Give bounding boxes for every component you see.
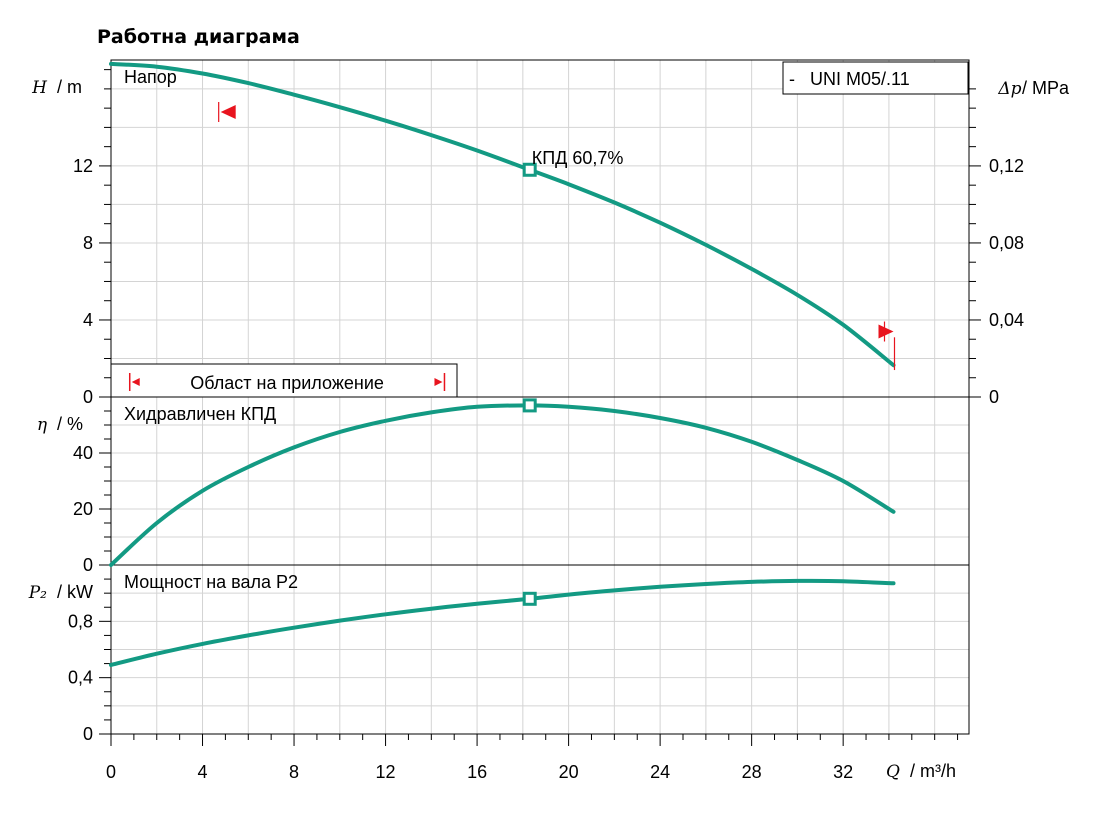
- y-tick-label: 20: [73, 499, 93, 519]
- y-axis-symbol: P₂: [28, 583, 47, 603]
- right-y-tick-label: 0,12: [989, 156, 1024, 176]
- legend-label: - UNI M05/.11: [789, 69, 910, 89]
- range-start-arrow: [131, 378, 140, 386]
- right-y-tick-label: 0,04: [989, 310, 1024, 330]
- duty-point-marker: [522, 162, 537, 177]
- panel-title: Напор: [124, 67, 177, 87]
- power-curve: [109, 578, 896, 667]
- right-y-tick-label: 0: [989, 387, 999, 407]
- page-title: Работна диаграма: [97, 26, 300, 48]
- y-axis-symbol: H: [31, 78, 48, 98]
- x-tick-label: 24: [650, 762, 670, 782]
- x-axis-unit: / m³/h: [910, 761, 956, 781]
- right-axis-symbol: Δp: [997, 79, 1021, 99]
- y-tick-label: 0: [83, 387, 93, 407]
- legend-box: [782, 61, 969, 95]
- operating-range-box: [110, 363, 458, 398]
- duty-point-marker: [522, 591, 537, 606]
- y-tick-label: 0: [83, 555, 93, 575]
- head-curve: [109, 61, 896, 368]
- panel-title: Хидравличен КПД: [124, 404, 276, 424]
- duty-point-marker: [522, 398, 537, 413]
- y-axis-symbol: η: [37, 415, 48, 435]
- right-axis-unit: / MPa: [1022, 78, 1070, 98]
- y-tick-label: 0,4: [68, 668, 93, 688]
- x-tick-label: 20: [559, 762, 579, 782]
- range-limit-arrow-right: [878, 324, 894, 339]
- curve-layer: [109, 61, 896, 667]
- range-limit-arrow-left: [220, 104, 236, 119]
- y-axis-unit: / %: [57, 414, 83, 434]
- tick-layer: [99, 69, 981, 746]
- right-y-tick-label: 0,08: [989, 233, 1024, 253]
- y-tick-label: 8: [83, 233, 93, 253]
- duty-point-label: КПД 60,7%: [532, 148, 624, 168]
- marker-layer: [110, 61, 969, 606]
- efficiency-curve: [109, 403, 896, 567]
- y-tick-label: 4: [83, 310, 93, 330]
- panel-title: Мощност на вала P2: [124, 572, 298, 592]
- x-tick-label: 4: [198, 762, 208, 782]
- x-tick-label: 32: [833, 762, 853, 782]
- y-axis-unit: / m: [57, 77, 82, 97]
- x-tick-label: 8: [289, 762, 299, 782]
- text-layer: 0 4 8 12 16 20 24 28 32 Q / m³/h 0 4 8 12 Напор H / m 0 20 4…: [28, 67, 1070, 782]
- x-tick-label: 28: [742, 762, 762, 782]
- range-end-arrow: [434, 378, 443, 386]
- x-tick-label: 12: [376, 762, 396, 782]
- operating-range-label: Област на приложение: [190, 373, 384, 393]
- x-tick-label: 16: [467, 762, 487, 782]
- x-axis-symbol: Q: [886, 762, 900, 782]
- x-tick-label: 0: [106, 762, 116, 782]
- y-axis-unit: / kW: [57, 582, 93, 602]
- y-tick-label: 0,8: [68, 611, 93, 631]
- y-tick-label: 40: [73, 443, 93, 463]
- y-tick-label: 0: [83, 724, 93, 744]
- y-tick-label: 12: [73, 156, 93, 176]
